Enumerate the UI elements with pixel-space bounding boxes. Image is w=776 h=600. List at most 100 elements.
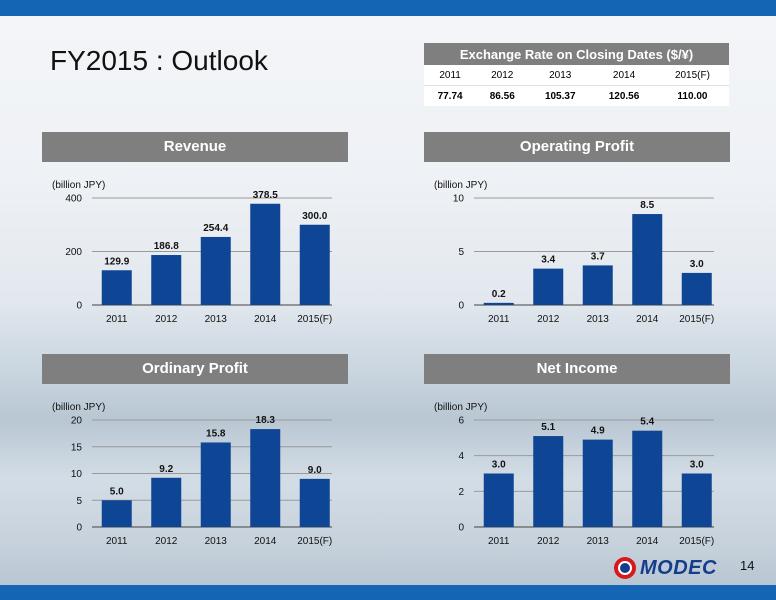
y-axis-label: (billion JPY) bbox=[434, 180, 487, 191]
bar bbox=[151, 477, 182, 527]
exchange-year: 2015(F) bbox=[674, 69, 710, 81]
bar bbox=[632, 430, 663, 527]
x-tick-label: 2014 bbox=[636, 314, 659, 325]
y-tick-label: 4 bbox=[458, 451, 464, 462]
bar-value-label: 5.4 bbox=[640, 417, 654, 428]
x-tick-label: 2011 bbox=[488, 314, 510, 325]
bar-value-label: 15.8 bbox=[206, 428, 226, 439]
x-tick-label: 2012 bbox=[155, 536, 178, 547]
bar-value-label: 254.4 bbox=[203, 223, 228, 234]
x-tick-label: 2012 bbox=[537, 314, 560, 325]
y-axis-label: (billion JPY) bbox=[52, 402, 105, 413]
bar bbox=[200, 442, 231, 527]
exchange-year: 2014 bbox=[612, 69, 636, 81]
logo-emblem-icon bbox=[614, 557, 636, 579]
bar-value-label: 8.5 bbox=[640, 200, 654, 211]
x-tick-label: 2012 bbox=[537, 536, 560, 547]
x-tick-label: 2015(F) bbox=[297, 536, 332, 547]
bottom-bar bbox=[0, 585, 776, 600]
exchange-rate-value: 105.37 bbox=[528, 85, 593, 106]
y-tick-label: 5 bbox=[458, 247, 464, 258]
x-tick-label: 2012 bbox=[155, 314, 178, 325]
x-tick-label: 2014 bbox=[254, 536, 277, 547]
y-tick-label: 0 bbox=[76, 523, 82, 534]
bar-value-label: 378.5 bbox=[253, 190, 278, 201]
bar bbox=[533, 436, 564, 527]
x-tick-label: 2013 bbox=[205, 314, 228, 325]
exchange-rate-value: 86.56 bbox=[476, 85, 529, 106]
bar bbox=[582, 439, 613, 527]
exchange-rate-table: Exchange Rate on Closing Dates ($/¥) 201… bbox=[424, 43, 729, 106]
bar bbox=[101, 270, 132, 305]
bar bbox=[200, 236, 231, 305]
x-tick-label: 2011 bbox=[106, 314, 128, 325]
y-tick-label: 20 bbox=[71, 416, 83, 427]
bar bbox=[681, 272, 712, 305]
modec-logo: MODEC bbox=[614, 557, 729, 579]
bar-value-label: 3.0 bbox=[690, 259, 704, 270]
bar-value-label: 5.1 bbox=[541, 422, 555, 433]
x-tick-label: 2014 bbox=[254, 314, 277, 325]
logo-text: MODEC bbox=[640, 557, 717, 579]
y-tick-label: 0 bbox=[76, 301, 82, 312]
page-number: 14 bbox=[740, 558, 755, 573]
y-tick-label: 15 bbox=[71, 442, 83, 453]
bar-value-label: 5.0 bbox=[110, 486, 124, 497]
bar bbox=[299, 224, 330, 305]
y-tick-label: 200 bbox=[65, 247, 82, 258]
page-title: FY2015 : Outlook bbox=[50, 45, 268, 76]
x-tick-label: 2011 bbox=[106, 536, 128, 547]
exchange-year: 2012 bbox=[491, 69, 514, 81]
operating-profit-header: Operating Profit bbox=[424, 132, 730, 162]
bar-value-label: 3.0 bbox=[690, 460, 704, 471]
bar-value-label: 4.9 bbox=[591, 426, 605, 437]
bar bbox=[533, 268, 564, 305]
x-tick-label: 2015(F) bbox=[297, 314, 332, 325]
bar bbox=[101, 500, 132, 527]
bar-value-label: 3.7 bbox=[591, 251, 605, 262]
operating-profit-chart: (billion JPY) 0 5 10 0.2 2011 3.4 2012 3.7 2013 8.… bbox=[434, 180, 714, 325]
bar-value-label: 129.9 bbox=[104, 256, 129, 267]
y-tick-label: 2 bbox=[458, 487, 464, 498]
y-tick-label: 400 bbox=[65, 194, 82, 205]
bar bbox=[483, 473, 514, 527]
exchange-rate-value: 77.74 bbox=[424, 85, 477, 106]
y-axis-label: (billion JPY) bbox=[52, 180, 105, 191]
bar-value-label: 3.0 bbox=[492, 460, 506, 471]
bar bbox=[632, 214, 663, 305]
exchange-rate-title: Exchange Rate on Closing Dates ($/¥) bbox=[424, 43, 729, 65]
x-tick-label: 2014 bbox=[636, 536, 659, 547]
y-tick-label: 6 bbox=[458, 416, 464, 427]
y-tick-label: 5 bbox=[76, 496, 82, 507]
revenue-chart: (billion JPY) 0 200 400 129.9 2011 186.8 2012 25… bbox=[52, 180, 332, 325]
y-tick-label: 0 bbox=[458, 523, 464, 534]
top-bar bbox=[0, 0, 776, 16]
bar bbox=[299, 478, 330, 527]
bar-value-label: 3.4 bbox=[541, 255, 555, 266]
x-tick-label: 2013 bbox=[205, 536, 228, 547]
x-tick-label: 2015(F) bbox=[679, 314, 714, 325]
exchange-year: 2013 bbox=[549, 69, 572, 81]
revenue-header: Revenue bbox=[42, 132, 348, 162]
ordinary-profit-header: Ordinary Profit bbox=[42, 354, 348, 384]
bar-value-label: 9.2 bbox=[159, 464, 173, 475]
exchange-rate-value: 110.00 bbox=[655, 85, 729, 106]
exchange-year: 2011 bbox=[439, 69, 461, 81]
x-tick-label: 2013 bbox=[587, 536, 610, 547]
bar bbox=[250, 203, 281, 305]
y-tick-label: 10 bbox=[71, 469, 83, 480]
x-tick-label: 2013 bbox=[587, 314, 610, 325]
x-tick-label: 2011 bbox=[488, 536, 510, 547]
net-income-header: Net Income bbox=[424, 354, 730, 384]
bar bbox=[483, 302, 514, 305]
bar-value-label: 18.3 bbox=[256, 415, 276, 426]
bar bbox=[151, 255, 182, 305]
exchange-rate-value: 120.56 bbox=[592, 85, 656, 106]
y-tick-label: 10 bbox=[453, 194, 465, 205]
net-income-chart: (billion JPY) 0 2 4 6 3.0 2011 5.1 2012 4.9 2013 5.… bbox=[434, 402, 714, 547]
bar-value-label: 300.0 bbox=[302, 211, 327, 222]
bar bbox=[681, 473, 712, 527]
bar bbox=[250, 429, 281, 527]
y-tick-label: 0 bbox=[458, 301, 464, 312]
bar bbox=[582, 265, 613, 305]
